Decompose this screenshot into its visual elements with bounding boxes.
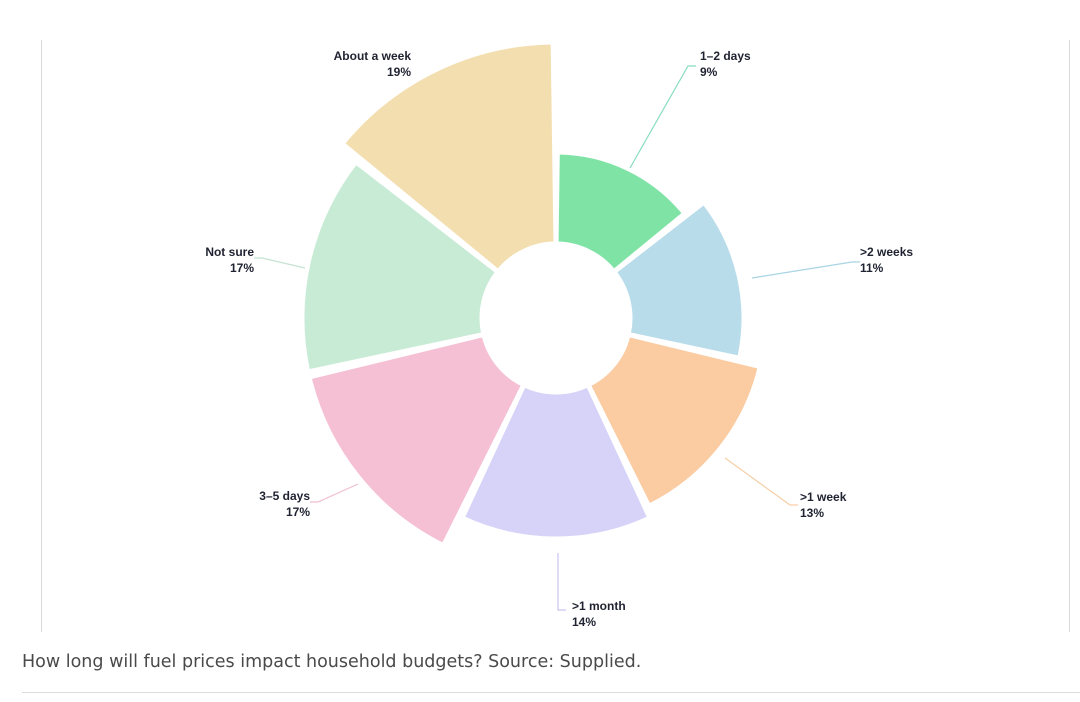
label-over-1-month: >1 month xyxy=(572,599,626,613)
slice-over-2-weeks xyxy=(613,201,745,359)
label-1-2-days: 1–2 days xyxy=(700,49,751,63)
chart-frame: 1–2 days 9% >2 weeks 11% >1 week 13% >1 month 1… xyxy=(41,40,1070,632)
frame-left-border xyxy=(41,40,42,632)
leader-line-over-1-week xyxy=(724,457,798,506)
label-about-a-week: About a week xyxy=(334,49,412,63)
value-label-3-5-days: 17% xyxy=(286,505,310,519)
slice-over-1-week xyxy=(587,334,761,507)
slice-1-2-days xyxy=(555,151,686,272)
chart-caption: How long will fuel prices impact househo… xyxy=(22,652,642,672)
value-label-over-2-weeks: 11% xyxy=(860,261,884,275)
leader-line-1-2-days xyxy=(629,65,696,169)
slice-3-5-days xyxy=(308,334,525,546)
value-label-over-1-week: 13% xyxy=(800,506,824,520)
leader-line-3-5-days xyxy=(310,483,359,503)
label-over-1-week: >1 week xyxy=(800,490,847,504)
slice-about-a-week xyxy=(341,41,557,272)
leader-line-over-2-weeks xyxy=(751,261,860,279)
value-label-not-sure: 17% xyxy=(230,261,254,275)
slice-not-sure xyxy=(301,161,499,373)
polar-area-chart: 1–2 days 9% >2 weeks 11% >1 week 13% >1 month 1… xyxy=(205,41,913,629)
leader-line-not-sure xyxy=(254,257,306,269)
label-3-5-days: 3–5 days xyxy=(259,489,310,503)
frame-right-border xyxy=(1069,40,1070,632)
value-label-over-1-month: 14% xyxy=(572,615,596,629)
slice-over-1-month xyxy=(461,384,651,540)
value-label-1-2-days: 9% xyxy=(700,65,718,79)
label-over-2-weeks: >2 weeks xyxy=(860,245,913,259)
leader-line-over-1-month xyxy=(557,553,566,611)
value-label-about-a-week: 19% xyxy=(387,65,411,79)
caption-divider xyxy=(22,692,1080,693)
label-not-sure: Not sure xyxy=(205,245,254,259)
